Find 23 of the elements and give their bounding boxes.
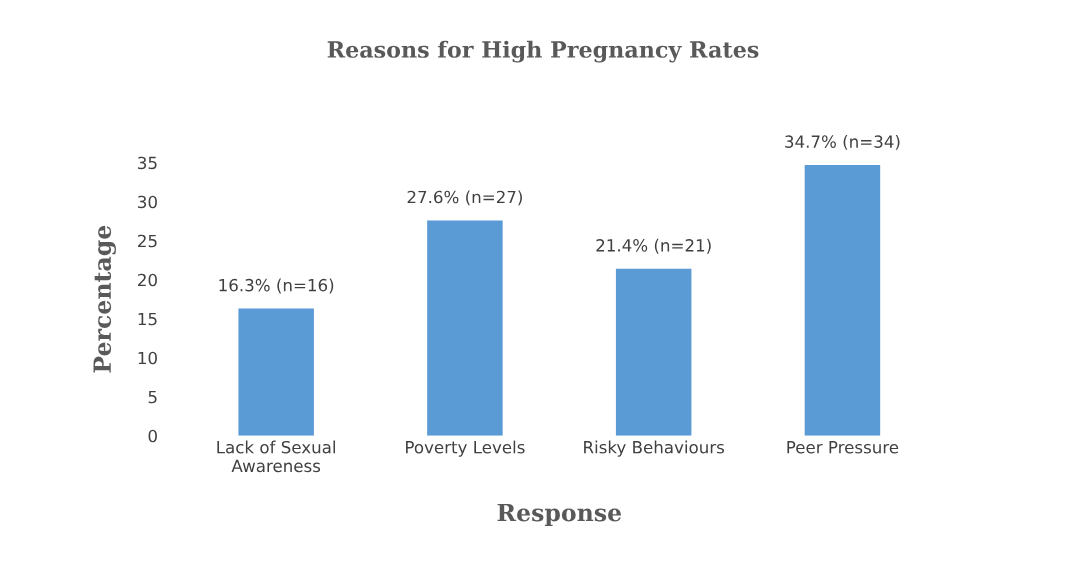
data-label: 34.7% (n=34) — [785, 135, 900, 150]
data-label: 16.3% (n=16) — [219, 278, 334, 294]
y-tick-label: 20 — [138, 273, 157, 287]
y-tick-label: 15 — [138, 312, 157, 326]
x-axis-title: Response — [497, 503, 622, 527]
bar — [238, 308, 314, 436]
x-tick-label: Risky Behaviours — [584, 440, 725, 457]
y-tick-label: 0 — [148, 429, 157, 443]
bar — [427, 220, 503, 436]
data-label: 27.6% (n=27) — [407, 190, 522, 206]
x-tick-label: Peer Pressure — [787, 441, 899, 454]
bar — [615, 268, 692, 436]
y-tick-label: 10 — [138, 351, 157, 365]
x-tick-label: Poverty Levels — [406, 440, 525, 457]
chart-title: Reasons for High Pregnancy Rates — [327, 40, 759, 63]
x-tick-label: Lack of Sexual Awareness — [217, 440, 335, 473]
data-label: 21.4% (n=21) — [596, 238, 711, 254]
y-tick-label: 30 — [138, 195, 157, 209]
bar — [804, 165, 881, 436]
y-tick-label: 5 — [148, 390, 157, 404]
y-tick-label: 25 — [138, 234, 157, 248]
y-axis-title: Percentage — [93, 225, 116, 373]
y-tick-label: 35 — [138, 156, 157, 170]
